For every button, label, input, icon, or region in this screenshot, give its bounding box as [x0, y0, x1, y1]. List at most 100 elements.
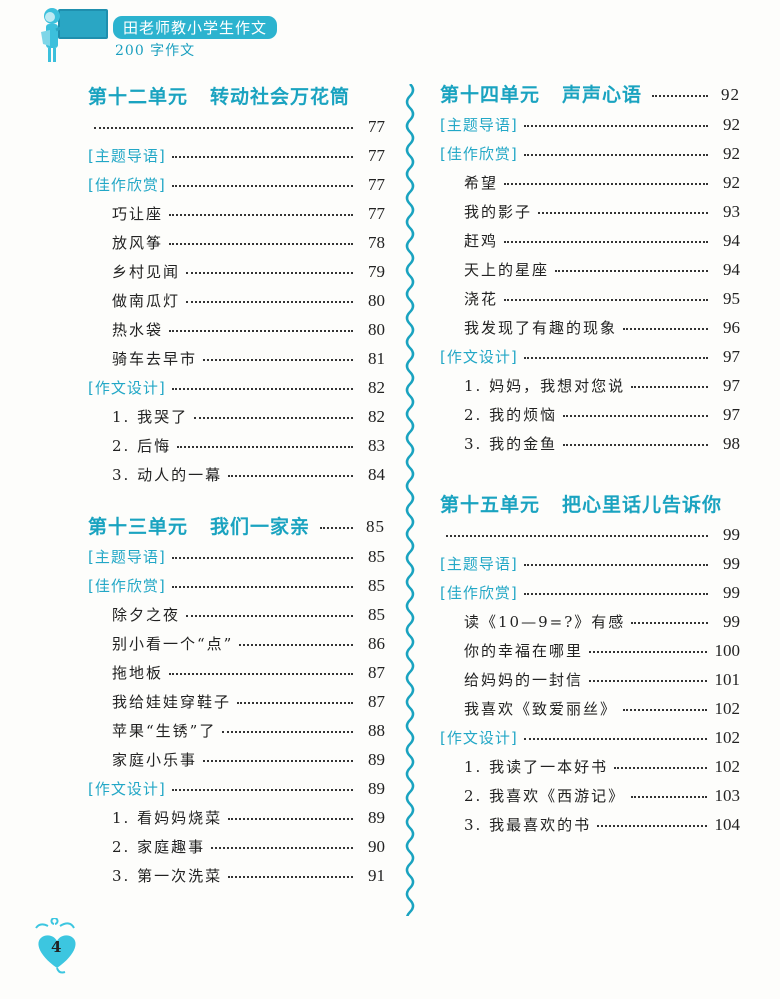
page-ref: 97: [723, 404, 740, 424]
entry-label: 我给娃娃穿鞋子: [112, 693, 232, 711]
toc-section-tag[interactable]: [作文设计] 89: [88, 774, 385, 803]
toc-entry[interactable]: 除夕之夜 85: [88, 600, 385, 629]
page-ref: 77: [368, 203, 385, 223]
page-ref: 99: [723, 553, 740, 573]
toc-section-tag[interactable]: [佳作欣赏] 92: [440, 139, 740, 168]
toc-entry[interactable]: 赶鸡 94: [440, 226, 740, 255]
entry-label: [佳作欣赏]: [88, 577, 166, 595]
toc-entry[interactable]: 2. 家庭趣事 90: [88, 832, 385, 861]
toc-entry[interactable]: 我的影子 93: [440, 197, 740, 226]
unit-number: 第十二单元: [88, 86, 189, 108]
unit-page-row[interactable]: 99: [440, 520, 740, 549]
toc-entry[interactable]: 天上的星座 94: [440, 255, 740, 284]
toc-entry[interactable]: 拖地板 87: [88, 658, 385, 687]
toc-entry[interactable]: 2. 我的烦恼 97: [440, 400, 740, 429]
page-ref: 101: [714, 669, 741, 689]
page-ref: 92: [723, 143, 740, 163]
entry-label: 给妈妈的一封信: [464, 671, 584, 689]
heart-icon: [35, 917, 76, 974]
toc-entry[interactable]: 我发现了有趣的现象 96: [440, 313, 740, 342]
unit-page-row[interactable]: 77: [88, 112, 385, 141]
toc-entry[interactable]: 家庭小乐事 89: [88, 745, 385, 774]
page-ref: 90: [368, 836, 385, 856]
toc-section-tag[interactable]: [佳作欣赏] 77: [88, 170, 385, 199]
toc-entry[interactable]: 2. 我喜欢《西游记》 103: [440, 781, 740, 810]
toc-entry[interactable]: 浇花 95: [440, 284, 740, 313]
dot-leader: [523, 153, 708, 156]
page-ref: 89: [368, 749, 385, 769]
toc-entry[interactable]: 乡村见闻 79: [88, 257, 385, 286]
entry-label: 2. 我喜欢《西游记》: [464, 787, 626, 805]
toc-section-tag[interactable]: [主题导语] 77: [88, 141, 385, 170]
unit-title[interactable]: 第十三单元 我们一家亲 85: [88, 512, 385, 542]
toc-entry[interactable]: 1. 看妈妈烧菜 89: [88, 803, 385, 832]
toc-entry[interactable]: 骑车去早市 81: [88, 344, 385, 373]
toc-entry[interactable]: 我喜欢《致爱丽丝》 102: [440, 694, 740, 723]
toc-entry[interactable]: 希望 92: [440, 168, 740, 197]
entry-label: 热水袋: [112, 321, 164, 339]
toc-entry[interactable]: 你的幸福在哪里 100: [440, 636, 740, 665]
dot-leader: [171, 184, 353, 187]
toc-entry[interactable]: 3. 第一次洗菜 91: [88, 861, 385, 890]
toc-entry[interactable]: 1. 我读了一本好书 102: [440, 752, 740, 781]
dot-leader: [623, 708, 707, 711]
entry-label: 2. 我的烦恼: [464, 406, 558, 424]
page-ref: 96: [723, 317, 740, 337]
page-ref: 97: [723, 375, 740, 395]
toc-section-tag[interactable]: [主题导语] 85: [88, 542, 385, 571]
toc-entry[interactable]: 2. 后悔 83: [88, 431, 385, 460]
toc-entry[interactable]: 热水袋 80: [88, 315, 385, 344]
unit-number: 第十三单元: [88, 516, 189, 538]
toc-entry[interactable]: 1. 我哭了 82: [88, 402, 385, 431]
toc-entry[interactable]: 别小看一个“点” 86: [88, 629, 385, 658]
dot-leader: [171, 585, 353, 588]
dot-leader: [614, 766, 707, 769]
toc-section-tag[interactable]: [佳作欣赏] 85: [88, 571, 385, 600]
page-ref: 89: [368, 778, 385, 798]
toc-section-tag[interactable]: [主题导语] 92: [440, 110, 740, 139]
entry-label: 1. 我读了一本好书: [464, 758, 609, 776]
dot-leader: [504, 298, 708, 301]
toc-entry[interactable]: 我给娃娃穿鞋子 87: [88, 687, 385, 716]
entry-label: 骑车去早市: [112, 350, 198, 368]
toc-entry[interactable]: 给妈妈的一封信 101: [440, 665, 740, 694]
page-ref: 102: [714, 756, 741, 776]
page-number: 4: [51, 938, 62, 956]
entry-label: [佳作欣赏]: [88, 176, 166, 194]
toc-entry[interactable]: 做南瓜灯 80: [88, 286, 385, 315]
toc-entry[interactable]: 读《10—9=?》有感 99: [440, 607, 740, 636]
dot-leader: [504, 240, 708, 243]
toc-entry[interactable]: 放风筝 78: [88, 228, 385, 257]
dot-leader: [652, 95, 708, 97]
dot-leader: [523, 737, 707, 740]
toc-section-tag[interactable]: [作文设计] 97: [440, 342, 740, 371]
page-ref: 99: [723, 582, 740, 602]
entry-label: 天上的星座: [464, 261, 550, 279]
toc-entry[interactable]: 3. 动人的一幕 84: [88, 460, 385, 489]
dot-leader: [523, 124, 708, 127]
dot-leader: [538, 211, 708, 214]
unit-title[interactable]: 第十二单元 转动社会万花筒: [88, 82, 385, 112]
unit-title[interactable]: 第十四单元 声声心语 92: [440, 80, 740, 110]
toc-entry[interactable]: 3. 我最喜欢的书 104: [440, 810, 740, 839]
dot-leader: [171, 155, 353, 158]
toc-section-tag[interactable]: [主题导语] 99: [440, 549, 740, 578]
unit-title[interactable]: 第十五单元 把心里话儿告诉你: [440, 490, 740, 520]
entry-label: 读《10—9=?》有感: [464, 613, 626, 631]
toc-section-tag[interactable]: [作文设计] 82: [88, 373, 385, 402]
unit-number: 第十四单元: [440, 84, 541, 106]
entry-label: 1. 妈妈，我想对您说: [464, 377, 626, 395]
toc-entry[interactable]: 1. 妈妈，我想对您说 97: [440, 371, 740, 400]
dot-leader: [555, 269, 708, 272]
page-ref: 86: [368, 633, 385, 653]
toc-section-tag[interactable]: [作文设计] 102: [440, 723, 740, 752]
entry-label: 拖地板: [112, 664, 164, 682]
toc-entry[interactable]: 3. 我的金鱼 98: [440, 429, 740, 458]
toc-entry[interactable]: 巧让座 77: [88, 199, 385, 228]
dot-leader: [171, 556, 353, 559]
toc-section-tag[interactable]: [佳作欣赏] 99: [440, 578, 740, 607]
dot-leader: [203, 358, 353, 361]
toc-entry[interactable]: 苹果“生锈”了 88: [88, 716, 385, 745]
entry-label: [主题导语]: [88, 548, 166, 566]
entry-label: 希望: [464, 174, 499, 192]
